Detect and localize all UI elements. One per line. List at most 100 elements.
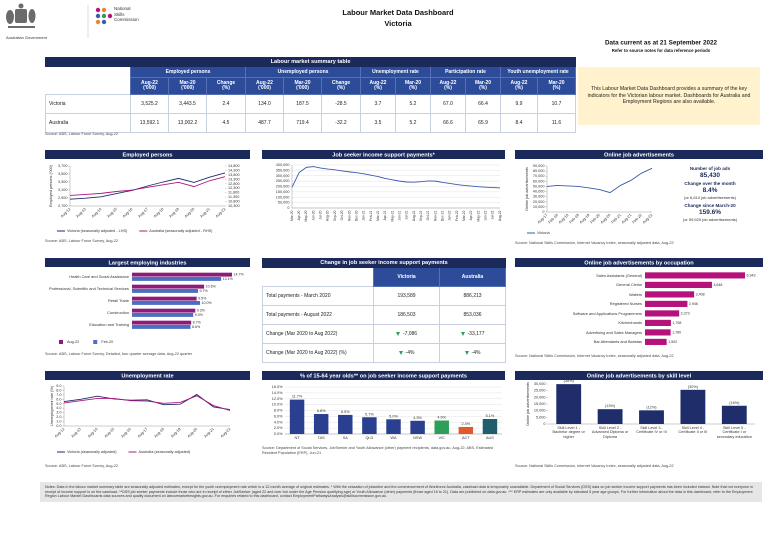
panel-title-bar <box>262 150 505 159</box>
x-tick-label: Jul-20 <box>319 210 323 219</box>
y-tick-label: 2,900 <box>58 196 68 200</box>
x-tick-label: Aug-21 <box>412 210 416 221</box>
reference-note: Refer to source notes for data reference… <box>612 48 711 53</box>
y-tick-label: 2.0% <box>274 426 283 430</box>
chart-title: % of 15-64 year olds** on job seeker inc… <box>300 373 467 379</box>
table-cell: 10.7 <box>536 94 577 114</box>
subheader-cell: Mar-20 (%) <box>536 77 577 95</box>
table-cell: 193,589 <box>373 286 440 306</box>
table-cell: 4.5 <box>206 113 246 133</box>
header-row: Victoria Australia <box>262 267 507 287</box>
bar <box>132 277 222 281</box>
legend-label: Aug-22 <box>67 340 79 344</box>
value-label: 5.1% <box>486 414 495 418</box>
stat-note: (or 59,920 job advertisements) <box>682 217 738 222</box>
title-row: Labour market summary table <box>44 57 577 67</box>
y-tick-label: 8.0 <box>56 388 61 392</box>
x-tick-label: Aug-16 <box>120 427 131 438</box>
y-tick-label: 12,300 <box>228 186 240 190</box>
x-tick-label: Aug-22 <box>642 213 653 224</box>
subheader: Change (%) <box>331 79 351 91</box>
row-label: Victoria <box>45 94 131 114</box>
x-tick-label: Aug-21 <box>621 213 632 224</box>
group-header: Youth unemployment rate <box>499 66 577 78</box>
x-tick-label: Aug-20 <box>326 210 330 221</box>
x-tick-label: Nov-20 <box>347 210 351 221</box>
x-tick-label: Aug-13 <box>71 427 82 438</box>
value-label: 6.8% <box>317 409 326 413</box>
group-header: Unemployment rate <box>360 66 431 78</box>
category-label: QLD <box>365 436 374 440</box>
y-tick-label: 150,000 <box>276 190 290 194</box>
y-tick-label: 5,000 <box>536 415 546 419</box>
subheader: Mar-20 (%) <box>548 79 565 91</box>
category-label: Skill Level 2 - Advanced Diploma or Dipl… <box>591 426 629 439</box>
y-tick-label: 10,300 <box>228 204 240 208</box>
x-tick-label: Feb-20 <box>590 213 601 224</box>
x-tick-label: Aug-22 <box>220 427 231 438</box>
y-tick-label: 70,000 <box>533 174 545 178</box>
panel-title-bar <box>515 258 763 267</box>
category-label: Health Care and Social Assistance <box>69 273 129 279</box>
table-cell: 9.9 <box>500 94 538 114</box>
panel-title-bar <box>262 371 505 380</box>
value-label: 10.0% <box>202 301 213 305</box>
table-cell: 3.5 <box>360 113 396 133</box>
y-tick-label: 4.0% <box>274 420 283 424</box>
x-tick-label: Aug-15 <box>106 207 117 218</box>
table-title: Change in job seeker income support paym… <box>261 258 507 268</box>
y-tick-label: 6.0% <box>274 414 283 418</box>
bar <box>289 399 305 434</box>
cell-value: 193,589 <box>397 293 416 299</box>
chart-source: Source: Department of Social Services, J… <box>262 446 494 455</box>
value-label: 9.5% <box>198 297 207 301</box>
category-label: Retail Trade <box>108 297 129 303</box>
panel-title-bar <box>45 150 250 159</box>
payments-table: Change in job seeker income support paym… <box>261 258 507 363</box>
group-row: Employed persons Unemployed persons Unempl… <box>45 66 577 78</box>
y-tick-label: 11,800 <box>228 191 239 195</box>
legend-label: Australia (seasonally adjusted - RHS) <box>149 229 213 233</box>
x-tick-label: Aug-19 <box>170 427 181 438</box>
subheader-cell: Mar-20 (%) <box>465 77 501 95</box>
stat-label: Change over the month <box>684 181 736 186</box>
share-label: (35%) <box>564 379 575 383</box>
y-tick-label: 8.0% <box>274 409 283 413</box>
bar <box>132 301 201 305</box>
y-tick-label: 9.0 <box>56 384 61 388</box>
chart-title: Largest employing industries <box>108 260 186 266</box>
chart-title: Job seeker income support payments* <box>332 152 435 158</box>
blank-cell <box>45 66 131 78</box>
row-label: Change (Mar 2020 to Aug 2022) <box>262 324 374 344</box>
table-cell: 487.7 <box>245 113 284 133</box>
agency-logo <box>95 7 113 25</box>
bar <box>458 426 474 434</box>
table-cell: -28.5 <box>321 94 361 114</box>
table-cell: -32.2 <box>321 113 361 133</box>
x-tick-label: Aug-18 <box>153 207 164 218</box>
x-tick-label: Jun-21 <box>397 210 401 220</box>
subheader: Aug-22 (%) <box>439 79 457 91</box>
subheader: Mar-20 ('000) <box>294 79 311 91</box>
data-row: Total payments - March 2020 193,589 886,21… <box>262 286 507 306</box>
bar <box>132 289 198 293</box>
data-row: Total payments - August 2022 186,503 853,0… <box>262 305 507 325</box>
legend-swatch <box>59 340 63 344</box>
y-tick-label: 3,700 <box>58 164 68 168</box>
y-tick-label: 300,000 <box>276 174 290 178</box>
value-label: 1,780 <box>672 330 681 334</box>
subheader-cell: Mar-20 ('000) <box>283 77 322 95</box>
legend-label: Feb-20 <box>101 340 113 344</box>
bar <box>645 338 667 345</box>
subheader: Aug-22 ('000) <box>256 79 273 91</box>
table-cell: 66.4 <box>465 94 501 114</box>
subheader-cell: Mar-20 (%) <box>395 77 431 95</box>
x-tick-label: Feb-22 <box>455 210 459 221</box>
y-tick-label: 12.0% <box>272 397 283 401</box>
x-tick-label: May-21 <box>390 210 394 221</box>
table-cell: 13,002.2 <box>168 113 207 133</box>
value-label: 4,648 <box>713 283 722 287</box>
series-line <box>63 395 231 411</box>
cell-value: -4% <box>405 350 415 356</box>
